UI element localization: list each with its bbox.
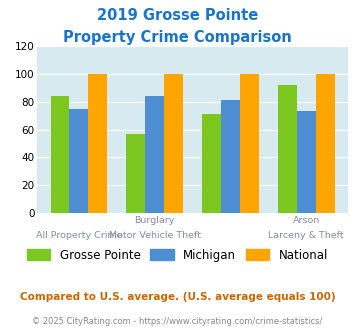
Text: Motor Vehicle Theft: Motor Vehicle Theft bbox=[109, 231, 201, 240]
Text: Compared to U.S. average. (U.S. average equals 100): Compared to U.S. average. (U.S. average … bbox=[20, 292, 335, 302]
Bar bbox=[126, 134, 145, 213]
Bar bbox=[145, 96, 164, 213]
Text: 2019 Grosse Pointe: 2019 Grosse Pointe bbox=[97, 8, 258, 23]
Bar bbox=[70, 109, 88, 213]
Bar bbox=[240, 74, 259, 213]
Bar bbox=[164, 74, 183, 213]
Text: Larceny & Theft: Larceny & Theft bbox=[268, 231, 344, 240]
Legend: Grosse Pointe, Michigan, National: Grosse Pointe, Michigan, National bbox=[22, 244, 333, 266]
Bar bbox=[221, 100, 240, 213]
Bar bbox=[50, 96, 70, 213]
Text: Arson: Arson bbox=[293, 216, 320, 225]
Text: Burglary: Burglary bbox=[135, 216, 175, 225]
Text: © 2025 CityRating.com - https://www.cityrating.com/crime-statistics/: © 2025 CityRating.com - https://www.city… bbox=[32, 317, 323, 326]
Text: All Property Crime: All Property Crime bbox=[36, 231, 122, 240]
Bar bbox=[88, 74, 107, 213]
Bar bbox=[297, 112, 316, 213]
Bar bbox=[278, 85, 297, 213]
Text: Property Crime Comparison: Property Crime Comparison bbox=[63, 30, 292, 45]
Bar bbox=[316, 74, 335, 213]
Bar bbox=[202, 114, 221, 213]
